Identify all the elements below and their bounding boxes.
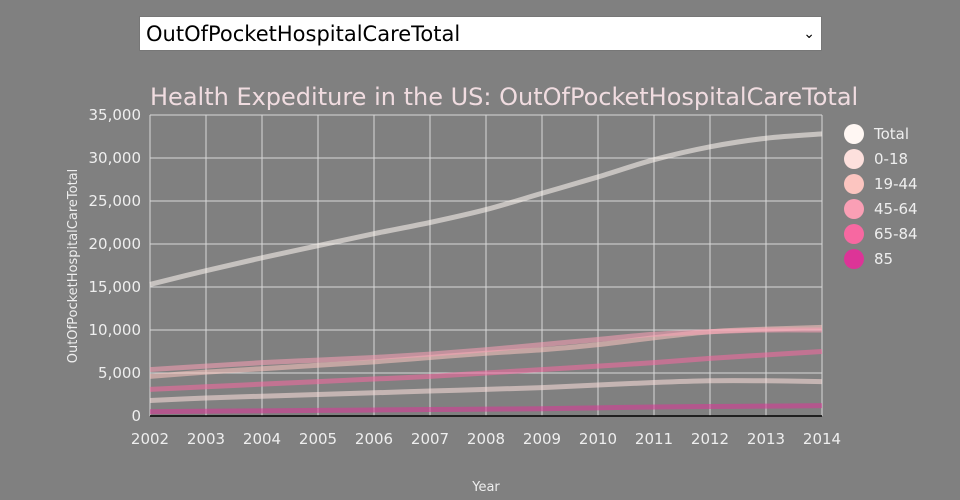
- x-tick-label: 2009: [523, 430, 561, 448]
- x-tick-label: 2004: [243, 430, 281, 448]
- x-tick-label: 2005: [299, 430, 337, 448]
- chart-title: Health Expediture in the US: OutOfPocket…: [150, 83, 858, 111]
- legend-swatch-19-44: [844, 174, 864, 194]
- legend-swatch-0-18: [844, 149, 864, 169]
- legend-label-45-64: 45-64: [874, 200, 918, 218]
- x-tick-label: 2010: [579, 430, 617, 448]
- series-line-65-84: [149, 349, 823, 392]
- y-tick-label: 15,000: [89, 278, 142, 296]
- legend-swatch-85: [844, 249, 864, 269]
- y-tick-label: 5,000: [98, 364, 141, 382]
- y-tick-label: 25,000: [89, 192, 142, 210]
- legend-swatch-65-84: [844, 224, 864, 244]
- x-tick-label: 2008: [467, 430, 505, 448]
- x-axis-label: Year: [471, 480, 500, 495]
- legend-label-85: 85: [874, 250, 893, 268]
- x-tick-label: 2014: [803, 430, 841, 448]
- x-tick-label: 2002: [131, 430, 169, 448]
- chevron-down-icon: ⌄: [803, 25, 815, 42]
- series-line-Total: [149, 131, 823, 287]
- x-tick-label: 2011: [635, 430, 673, 448]
- x-tick-label: 2006: [355, 430, 393, 448]
- legend-label-Total: Total: [873, 125, 909, 143]
- series-line-85: [149, 403, 823, 415]
- y-tick-label: 20,000: [89, 235, 142, 253]
- series-line-0-18: [149, 378, 823, 404]
- legend-label-19-44: 19-44: [874, 175, 918, 193]
- x-tick-label: 2003: [187, 430, 225, 448]
- x-tick-label: 2007: [411, 430, 449, 448]
- y-tick-label: 35,000: [89, 106, 142, 124]
- y-tick-label: 0: [131, 407, 141, 425]
- y-axis-label: OutOfPocketHospitalCareTotal: [66, 169, 81, 364]
- legend-swatch-Total: [844, 124, 864, 144]
- metric-dropdown[interactable]: OutOfPocketHospitalCareTotal ⌄: [139, 16, 822, 51]
- y-tick-label: 30,000: [89, 149, 142, 167]
- x-tick-label: 2012: [691, 430, 729, 448]
- legend-label-65-84: 65-84: [874, 225, 918, 243]
- legend-label-0-18: 0-18: [874, 150, 908, 168]
- metric-dropdown-value: OutOfPocketHospitalCareTotal: [146, 21, 461, 46]
- x-tick-label: 2013: [747, 430, 785, 448]
- series-line-45-64: [149, 327, 823, 373]
- legend-swatch-45-64: [844, 199, 864, 219]
- y-tick-label: 10,000: [89, 321, 142, 339]
